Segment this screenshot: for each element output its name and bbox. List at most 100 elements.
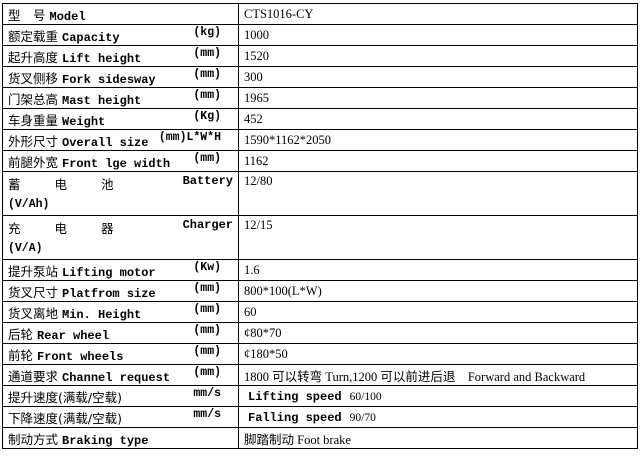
value: 1520 xyxy=(244,48,269,63)
label-cell: 型 号 Model xyxy=(2,3,239,25)
value-cell: 1000 xyxy=(238,24,638,46)
english-label: Min. Height xyxy=(62,307,142,322)
value: ¢180*50 xyxy=(244,346,288,361)
value-cell: 1162 xyxy=(238,150,638,172)
english-label: Mast height xyxy=(62,93,142,108)
value-cell: 1520 xyxy=(238,45,638,67)
english-label: Platfrom size xyxy=(62,286,156,301)
label-cell: (mm)L*W*H 外形尺寸 Overall size xyxy=(2,129,239,151)
value-cell: ¢180*50 xyxy=(238,343,638,365)
table-row: (mm) 通道要求 Channel request 1800 可以转弯 Turn,12… xyxy=(2,364,638,386)
value-cell: ¢80*70 xyxy=(238,322,638,344)
table-row: (mm) 前轮 Front wheels ¢180*50 xyxy=(2,343,638,365)
chinese-label: 制动方式 xyxy=(8,431,59,447)
unit: (mm) xyxy=(193,151,221,165)
chinese-label: 额定载重 xyxy=(8,28,59,44)
unit: (Kw) xyxy=(193,260,221,274)
english-label: Capacity xyxy=(62,30,120,45)
table-row: (mm) 后轮 Rear wheel ¢80*70 xyxy=(2,322,638,344)
label-cell: mm/s 下降速度(满载/空载) xyxy=(2,406,239,428)
label-cell: (mm) 后轮 Rear wheel xyxy=(2,322,239,344)
table-row: 型 号 Model CTS1016-CY xyxy=(2,3,638,25)
value-cell: 12/80 xyxy=(238,171,638,216)
value-cell: 300 xyxy=(238,66,638,88)
english-label: Weight xyxy=(62,114,106,129)
table-row: (mm) 起升高度 Lift height 1520 xyxy=(2,45,638,67)
english-label: Charger xyxy=(182,218,233,232)
table-row: (mm) 货叉离地 Min. Height 60 xyxy=(2,301,638,323)
spec-table: 型 号 Model CTS1016-CY (kg) 额定载重 Capacity 1000 (m… xyxy=(2,3,638,449)
table-row: 充电器 Charger (V/A) 12/15 xyxy=(2,215,638,260)
english-label: Front wheels xyxy=(37,349,124,364)
table-row: (mm) 门架总高 Mast height 1965 xyxy=(2,87,638,109)
value: 452 xyxy=(244,111,263,126)
chinese-label: 门架总高 xyxy=(8,91,59,107)
label-cell: (Kw) 提升泵站 Lifting motor xyxy=(2,259,239,281)
label-cell: (Kg) 车身重量 Weight xyxy=(2,108,239,130)
english-label: Lift height xyxy=(62,51,142,66)
chinese-label: 起升高度 xyxy=(8,49,59,65)
unit: (kg) xyxy=(193,25,221,39)
table-row: 制动方式 Braking type 脚踏制动 Foot brake xyxy=(2,427,638,449)
unit: (mm) xyxy=(193,344,221,358)
label-cell: (mm) 通道要求 Channel request xyxy=(2,364,239,386)
english-label: Channel request xyxy=(62,370,171,385)
chinese-label: 蓄电池 xyxy=(8,177,148,192)
value-cell: 1800 可以转弯 Turn,1200 可以前进后退 Forward and B… xyxy=(238,364,638,386)
label-cell: 充电器 Charger (V/A) xyxy=(2,215,239,260)
english-label: Lifting motor xyxy=(62,265,156,280)
unit: mm/s xyxy=(193,407,221,421)
chinese-label: 车身重量 xyxy=(8,112,59,128)
chinese-label: 前轮 xyxy=(8,347,34,363)
unit: (Kg) xyxy=(193,109,221,123)
value: 1162 xyxy=(244,153,269,168)
value: 1800 可以转弯 Turn,1200 可以前进后退 Forward and B… xyxy=(244,369,586,384)
chinese-label: 货叉离地 xyxy=(8,305,59,321)
value: 12/80 xyxy=(244,174,273,188)
english-label: Model xyxy=(49,9,86,24)
chinese-label: 后轮 xyxy=(8,326,34,342)
label-cell: (mm) 前腿外宽 Front lge width xyxy=(2,150,239,172)
chinese-label: 前腿外宽 xyxy=(8,154,59,170)
value-cell: Falling speed 90/70 xyxy=(238,406,638,428)
value-cell: 452 xyxy=(238,108,638,130)
chinese-label: 货叉尺寸 xyxy=(8,284,59,300)
label-cell: (mm) 货叉尺寸 Platfrom size xyxy=(2,280,239,302)
value-english: Lifting speed xyxy=(248,389,342,404)
value-english: Falling speed xyxy=(248,410,342,425)
value-cell: CTS1016-CY xyxy=(238,3,638,25)
unit: (mm) xyxy=(193,281,221,295)
value: 300 xyxy=(244,69,263,84)
table-row: mm/s 提升速度(满载/空载) Lifting speed 60/100 xyxy=(2,385,638,407)
chinese-label: 通道要求 xyxy=(8,368,59,384)
unit: (mm) xyxy=(193,323,221,337)
value: 60/100 xyxy=(349,390,382,403)
unit: (V/Ah) xyxy=(8,198,50,211)
chinese-label: 提升泵站 xyxy=(8,263,59,279)
chinese-label: 外形尺寸 xyxy=(8,133,59,149)
label-cell: 制动方式 Braking type xyxy=(2,427,239,449)
unit: (mm)L*W*H xyxy=(158,130,221,144)
chinese-label: 下降速度(满载/空载) xyxy=(8,410,122,426)
value: 1.6 xyxy=(244,262,260,277)
label-cell: (mm) 货叉侧移 Fork sidesway xyxy=(2,66,239,88)
unit: (mm) xyxy=(193,46,221,60)
unit: mm/s xyxy=(193,386,221,400)
chinese-label: 充电器 xyxy=(8,221,148,236)
value: 1590*1162*2050 xyxy=(244,132,332,147)
table-row: mm/s 下降速度(满载/空载) Falling speed 90/70 xyxy=(2,406,638,428)
label-cell: 蓄电池 Battery (V/Ah) xyxy=(2,171,239,216)
value-cell: 脚踏制动 Foot brake xyxy=(238,427,638,449)
table-row: (Kw) 提升泵站 Lifting motor 1.6 xyxy=(2,259,638,281)
value: 1965 xyxy=(244,90,269,105)
unit: (mm) xyxy=(193,67,221,81)
value: ¢80*70 xyxy=(244,325,282,340)
value-cell: 12/15 xyxy=(238,215,638,260)
english-label: Front lge width xyxy=(62,156,171,171)
table-row: (mm) 货叉侧移 Fork sidesway 300 xyxy=(2,66,638,88)
value-cell: 1.6 xyxy=(238,259,638,281)
label-cell: (mm) 起升高度 Lift height xyxy=(2,45,239,67)
unit: (V/A) xyxy=(8,242,43,255)
table-row: (mm) 货叉尺寸 Platfrom size 800*100(L*W) xyxy=(2,280,638,302)
